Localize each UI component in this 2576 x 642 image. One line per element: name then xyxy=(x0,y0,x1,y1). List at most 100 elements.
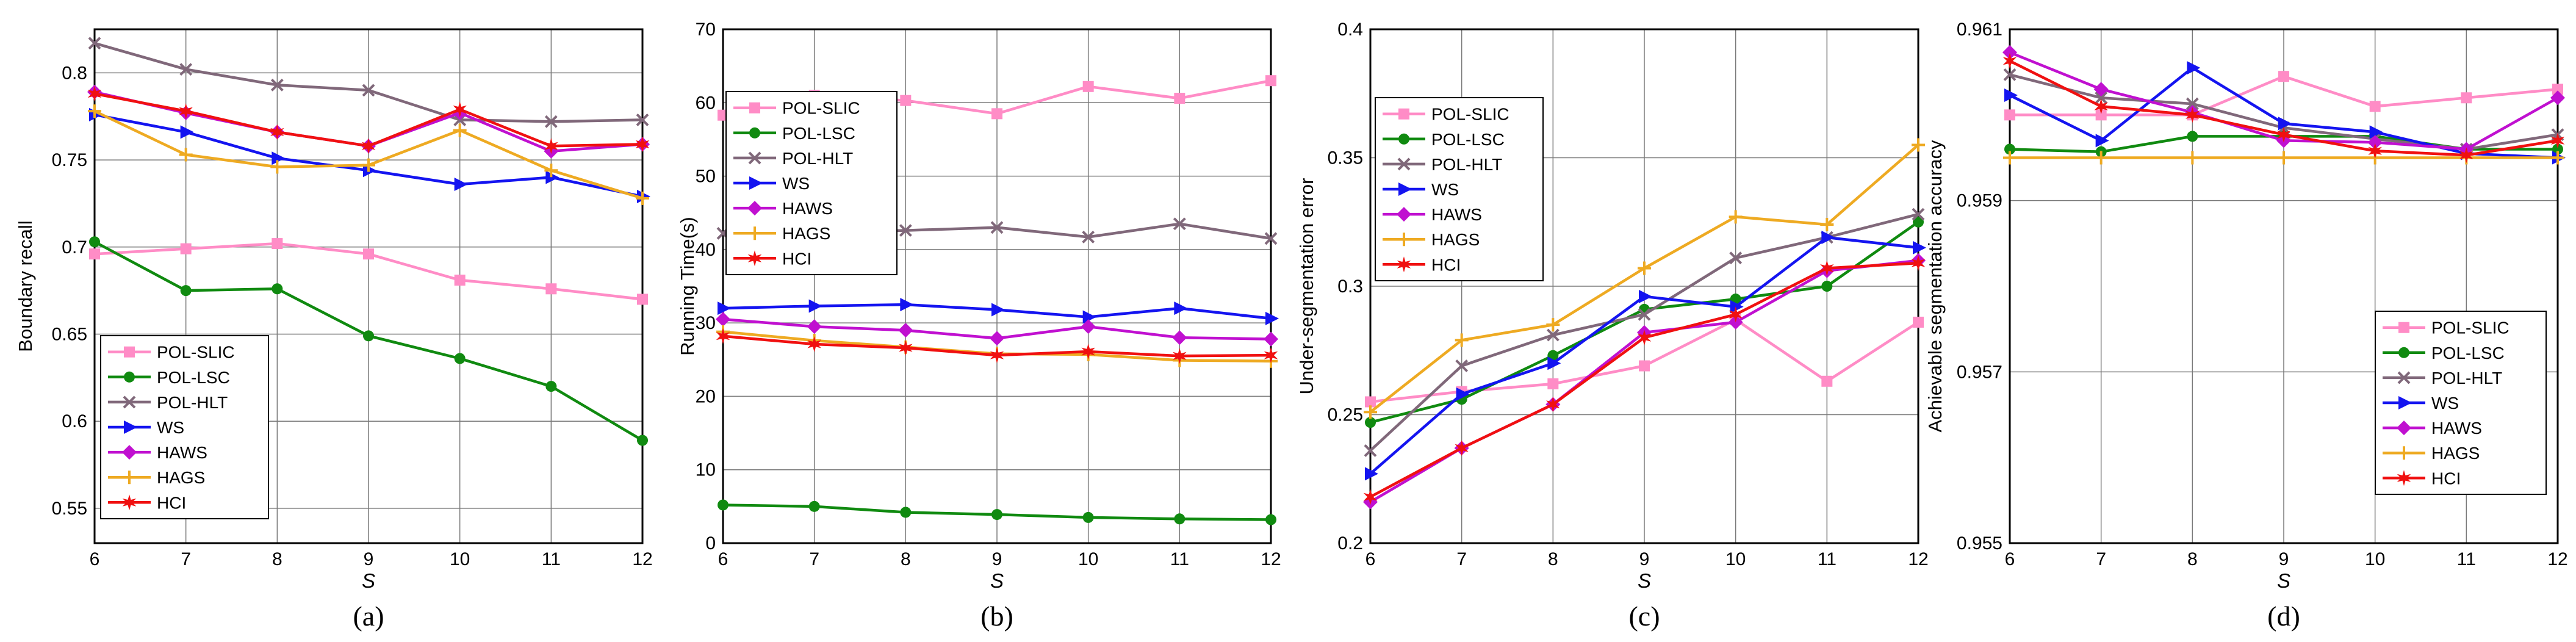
panel-a-pol-slic-point xyxy=(180,243,192,254)
panel-d-legend-marker-hci xyxy=(2397,470,2411,486)
panel-d-x-tick-label: 12 xyxy=(2547,549,2567,569)
panel-a-legend-label-pol-hlt: POL-HLT xyxy=(157,393,228,412)
panel-c-hags-point xyxy=(1820,217,1834,231)
panel-a-hags-point xyxy=(544,164,558,178)
panel-b-x-tick-label: 8 xyxy=(901,549,911,569)
panel-d-hags-point xyxy=(2551,151,2564,165)
panel-a-pol-hlt-point xyxy=(179,63,193,76)
panel-a-legend-item-haws: HAWS xyxy=(108,443,207,462)
panel-a-y-tick-label: 0.7 xyxy=(62,237,87,258)
panel-d-x-axis-label: S xyxy=(2277,569,2290,592)
panel-b-legend-label-haws: HAWS xyxy=(782,199,833,218)
panel-d-ws-point xyxy=(2187,61,2201,75)
panel-c-hags-point xyxy=(1546,318,1560,332)
panel-d-hags-point xyxy=(2003,151,2017,165)
panel-a-hci-point xyxy=(179,103,193,120)
panel-c-ws-point xyxy=(1730,300,1744,314)
panel-d-legend-marker-pol-slic xyxy=(2398,322,2409,333)
panel-c-hci-point xyxy=(1455,440,1469,456)
panel-b-legend-label-ws: WS xyxy=(782,174,810,193)
panel-c-x-axis-label: S xyxy=(1638,569,1651,592)
panel-a-pol-slic-point xyxy=(545,283,557,295)
panel-c-legend-item-hags: HAGS xyxy=(1383,230,1480,249)
panel-a-pol-lsc-point xyxy=(363,330,374,342)
panel-c-x-tick-label: 6 xyxy=(1365,549,1376,569)
panel-c-pol-hlt-point xyxy=(1455,359,1469,372)
panel-d-legend-item-hags: HAGS xyxy=(2383,444,2480,463)
panel-c-legend-marker-pol-hlt xyxy=(1397,157,1411,171)
panel-d-ws-point xyxy=(2278,117,2292,131)
panel-a: 6 7 8 9 10 11 12 0.55 0.6 0.65 0.7 0.75 0.8 Boundary… xyxy=(15,28,653,632)
panel-d-legend-marker-haws xyxy=(2397,420,2411,436)
panel-a-hci-point xyxy=(453,101,467,118)
panel-d-legend-label-pol-slic: POL-SLIC xyxy=(2431,319,2509,337)
panel-c-legend-label-pol-hlt: POL-HLT xyxy=(1431,155,1502,174)
panel-b-pol-hlt-point xyxy=(1173,217,1186,231)
panel-b-legend-item-pol-hlt: POL-HLT xyxy=(733,149,853,168)
panel-a-pol-hlt-point xyxy=(270,78,284,92)
panel-a-y-tick-label: 0.75 xyxy=(52,150,87,170)
panel-a-hags-point xyxy=(88,104,101,118)
panel-a-legend-item-hags: HAGS xyxy=(108,468,205,487)
panel-a-series-pol-slic xyxy=(89,238,648,305)
panel-b-y-axis-label: Running Time(s) xyxy=(677,217,698,355)
panel-d-hci-point xyxy=(2276,126,2291,143)
panel-d-x-tick-label: 7 xyxy=(2096,549,2106,569)
panel-d-hags-point xyxy=(2277,151,2290,165)
panel-b-pol-lsc-point xyxy=(900,507,912,518)
panel-a-hags-point xyxy=(270,160,284,174)
panel-b-haws-point xyxy=(807,319,822,334)
panel-d-pol-lsc-point xyxy=(2187,131,2198,142)
panel-a-x-tick-label: 8 xyxy=(272,549,282,569)
panel-b-pol-hlt-point xyxy=(990,221,1004,234)
panel-b-hci-point xyxy=(990,347,1004,364)
panel-b-legend: POL-SLIC POL-LSC POL-HLT WS HAWS HAGS HCI xyxy=(725,91,898,275)
panel-b-legend-item-hci: HCI xyxy=(733,249,811,268)
panel-b-y-tick-label: 10 xyxy=(696,460,716,480)
panel-d-legend-label-haws: HAWS xyxy=(2431,419,2482,438)
panel-c-legend-label-pol-lsc: POL-LSC xyxy=(1431,130,1505,149)
panel-b-ws-point xyxy=(1082,310,1096,324)
panel-d-legend-marker-ws xyxy=(2398,396,2412,409)
panel-d-legend-label-pol-lsc: POL-LSC xyxy=(2431,344,2505,362)
panel-a-legend-item-ws: WS xyxy=(108,418,184,437)
panel-a-x-tick-label: 11 xyxy=(542,549,561,569)
panel-c-plot-area xyxy=(1369,28,1919,544)
panel-b-hci-point xyxy=(1081,344,1095,360)
panel-a-hags-point xyxy=(453,123,467,137)
panel-d-caption: (d) xyxy=(2267,601,2300,632)
panel-b-pol-hlt-point xyxy=(1082,230,1095,243)
panel-a-x-tick-label: 12 xyxy=(632,549,652,569)
panel-c-hags-point xyxy=(1455,333,1469,347)
panel-b-ws-point xyxy=(1174,301,1188,316)
panel-c-pol-hlt-point xyxy=(1912,207,1925,221)
panel-b-caption: (b) xyxy=(980,601,1013,632)
panel-a-ws-point xyxy=(545,170,559,184)
panel-c-legend-item-pol-lsc: POL-LSC xyxy=(1383,130,1505,149)
panel-a-pol-slic-point xyxy=(454,275,466,286)
panel-c-ws-point xyxy=(1913,240,1926,254)
panel-c-pol-hlt-point xyxy=(1546,328,1560,342)
panel-c-legend-marker-hci xyxy=(1397,256,1411,273)
panel-a-pol-hlt-point xyxy=(88,37,101,50)
panel-a-pol-lsc-point xyxy=(637,435,648,446)
panel-a-pol-lsc-point xyxy=(454,353,466,364)
panel-c-legend-marker-pol-slic xyxy=(1398,108,1409,120)
panel-b-hci-point xyxy=(716,328,730,344)
panel-d-hags-point xyxy=(2094,151,2108,165)
panel-a-ws-point xyxy=(180,125,194,139)
panel-b-legend-marker-hags xyxy=(748,226,761,240)
panel-d-pol-lsc-point xyxy=(2004,143,2015,155)
panel-d-legend-item-hci: HCI xyxy=(2383,469,2461,488)
panel-b-pol-slic-point xyxy=(1082,81,1094,92)
panel-b-series-hci xyxy=(716,328,1278,364)
panel-d-legend-label-hags: HAGS xyxy=(2431,444,2480,463)
panel-b-y-tick-label: 70 xyxy=(696,20,716,40)
panel-c-legend-item-pol-slic: POL-SLIC xyxy=(1383,105,1509,124)
panel-c-x-tick-label: 9 xyxy=(1639,549,1650,569)
panel-b-pol-lsc-point xyxy=(1265,514,1276,525)
panel-a-pol-lsc-point xyxy=(545,381,557,392)
panel-c-x-tick-label: 12 xyxy=(1908,549,1928,569)
panel-b-hci-point xyxy=(1173,348,1187,364)
panel-b-ws-point xyxy=(991,303,1005,317)
